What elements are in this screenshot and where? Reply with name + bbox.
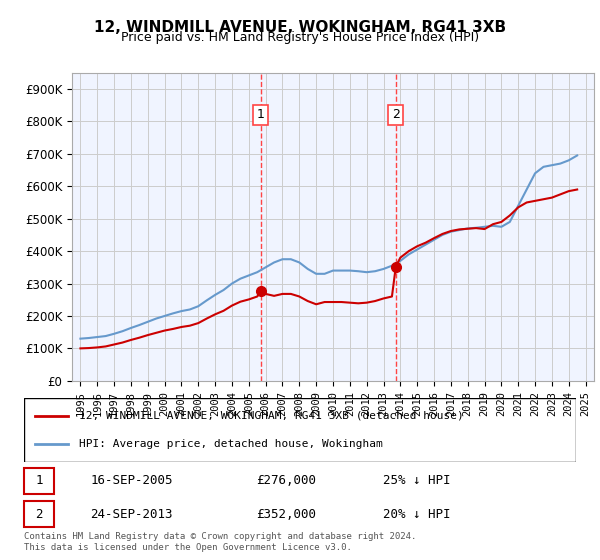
Text: 25% ↓ HPI: 25% ↓ HPI [383,474,450,487]
Text: 12, WINDMILL AVENUE, WOKINGHAM, RG41 3XB: 12, WINDMILL AVENUE, WOKINGHAM, RG41 3XB [94,20,506,35]
Text: £352,000: £352,000 [256,508,316,521]
Text: 12, WINDMILL AVENUE, WOKINGHAM, RG41 3XB (detached house): 12, WINDMILL AVENUE, WOKINGHAM, RG41 3XB… [79,410,464,421]
Text: 24-SEP-2013: 24-SEP-2013 [90,508,173,521]
Text: HPI: Average price, detached house, Wokingham: HPI: Average price, detached house, Woki… [79,439,383,449]
Text: 2: 2 [392,109,400,122]
Text: Price paid vs. HM Land Registry's House Price Index (HPI): Price paid vs. HM Land Registry's House … [121,31,479,44]
Bar [24,468,55,494]
Text: 1: 1 [35,474,43,487]
Text: 2: 2 [35,508,43,521]
Text: £276,000: £276,000 [256,474,316,487]
Bar [24,501,55,528]
Text: Contains HM Land Registry data © Crown copyright and database right 2024.
This d: Contains HM Land Registry data © Crown c… [24,532,416,552]
Text: 1: 1 [257,109,265,122]
Text: 20% ↓ HPI: 20% ↓ HPI [383,508,450,521]
Text: 16-SEP-2005: 16-SEP-2005 [90,474,173,487]
